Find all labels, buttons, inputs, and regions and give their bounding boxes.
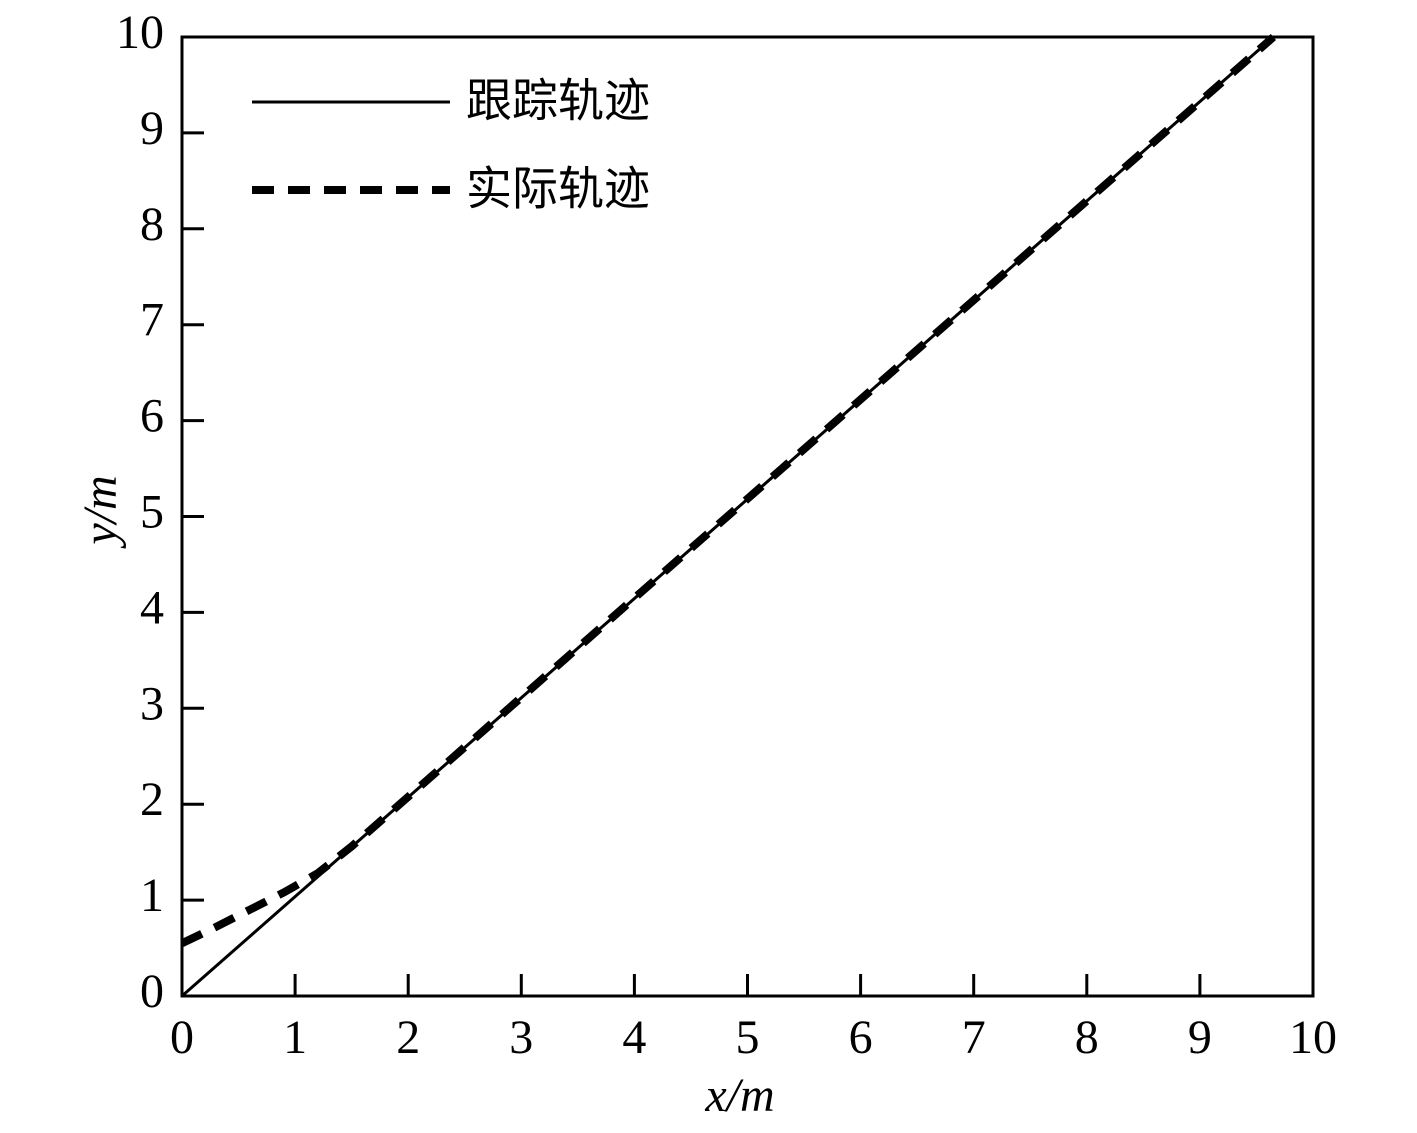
y-axis-label: y/m: [74, 475, 127, 549]
series-line: [180, 33, 1277, 947]
y-tick-label: 0: [140, 965, 164, 1018]
x-tick-label: 4: [622, 1011, 646, 1064]
x-tick-label: 5: [736, 1011, 760, 1064]
x-tick-label: 0: [170, 1011, 194, 1064]
y-tick-label: 7: [140, 294, 164, 347]
y-tick-label: 2: [140, 773, 164, 826]
x-tick-label: 7: [962, 1011, 986, 1064]
y-tick-label: 1: [140, 869, 164, 922]
x-tick-label: 8: [1075, 1011, 1099, 1064]
x-tick-label: 1: [283, 1011, 307, 1064]
y-tick-label: 8: [140, 198, 164, 251]
y-tick-label: 9: [140, 102, 164, 155]
x-tick-label: 6: [849, 1011, 873, 1064]
plot-frame: [180, 35, 1315, 998]
y-tick-label: 6: [140, 390, 164, 443]
y-tick-label: 10: [116, 6, 164, 59]
y-tick-label: 3: [140, 677, 164, 730]
legend-label: 实际轨迹: [466, 164, 650, 215]
y-tick-label: 5: [140, 486, 164, 539]
y-tick-label: 4: [140, 581, 164, 634]
x-tick-label: 9: [1188, 1011, 1212, 1064]
x-tick-label: 2: [396, 1011, 420, 1064]
x-tick-label: 10: [1289, 1011, 1337, 1064]
x-axis-label: x/m: [704, 1069, 774, 1122]
legend-label: 跟踪轨迹: [466, 76, 650, 127]
x-tick-label: 3: [509, 1011, 533, 1064]
